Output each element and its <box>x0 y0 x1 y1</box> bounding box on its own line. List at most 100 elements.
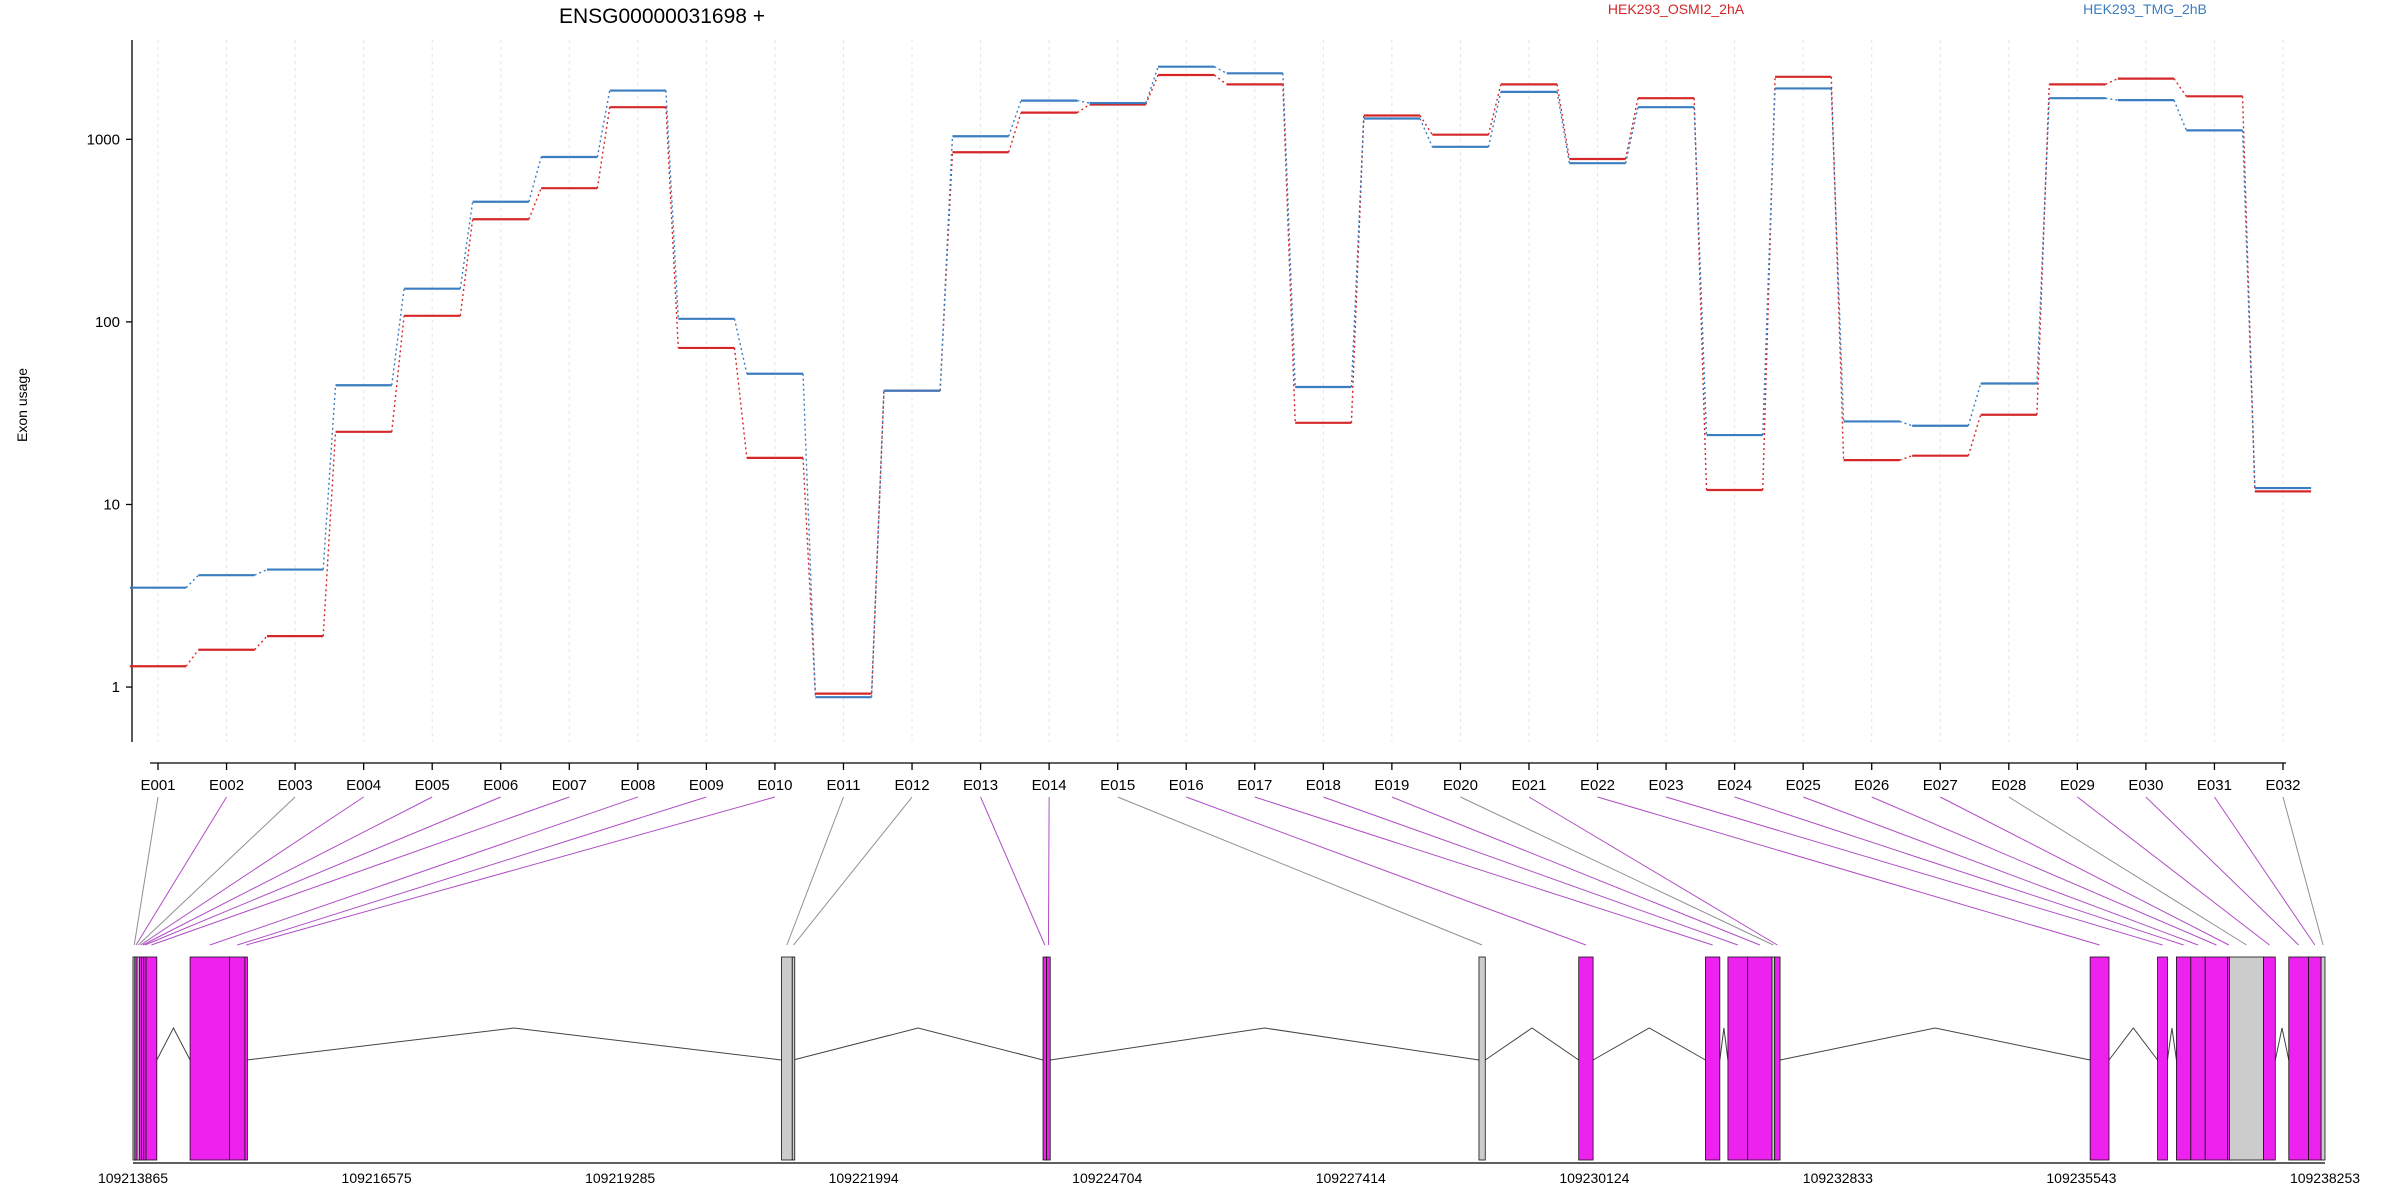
series-connector <box>2241 130 2256 489</box>
series-connector <box>802 373 817 698</box>
series-connector <box>870 390 885 698</box>
series-connector <box>528 187 542 220</box>
exon-label-E010: E010 <box>757 777 792 794</box>
intron <box>2108 1027 2158 1061</box>
exon-box-E031 <box>2308 956 2322 1161</box>
exon-connector-E002 <box>135 796 227 946</box>
exon-label-E028: E028 <box>1991 777 2026 794</box>
exon-label-E020: E020 <box>1443 777 1478 794</box>
exon-label-E027: E027 <box>1923 777 1958 794</box>
series-connector <box>596 107 611 189</box>
exon-box-E012 <box>791 956 796 1161</box>
genome-tick-label: 109216575 <box>342 1170 412 1186</box>
exon-label-E012: E012 <box>895 777 930 794</box>
series-connector <box>1076 103 1090 114</box>
y-axis: 1 10 100 1000 <box>87 40 133 742</box>
exon-connector-E030 <box>2145 796 2300 946</box>
exon-connector-E017 <box>1254 796 1713 946</box>
series-connector <box>1419 115 1433 136</box>
series-connector <box>185 649 200 667</box>
exon-connector-E015 <box>1117 796 1483 946</box>
exon-label-E016: E016 <box>1169 777 1204 794</box>
exon-label-E006: E006 <box>483 777 518 794</box>
exon-connector-E005 <box>142 796 433 946</box>
exon-connector-E003 <box>137 796 296 946</box>
exon-box-E015 <box>1478 956 1486 1161</box>
chart-title: ENSG00000031698 + <box>559 5 765 28</box>
exon-box-E022 <box>2089 956 2110 1161</box>
series-connector <box>2241 96 2256 492</box>
exon-label-E026: E026 <box>1854 777 1889 794</box>
exon-box-E026 <box>2204 956 2229 1161</box>
exon-connector-E027 <box>1940 796 2230 946</box>
genome-tick-label: 109227414 <box>1316 1170 1386 1186</box>
exon-box-E029 <box>2263 956 2276 1161</box>
legend-entry-series-a: HEK293_OSMI2_2hA <box>1608 1 1745 17</box>
exon-connector-E021 <box>1528 796 1778 946</box>
exon-connector-E007 <box>151 796 570 946</box>
series-connector <box>1762 88 1776 436</box>
series-connector <box>939 136 954 391</box>
exon-box-E032 <box>2320 956 2326 1161</box>
series-connector <box>2036 98 2050 384</box>
exon-connector-E031 <box>2214 796 2316 946</box>
exon-box-E009 <box>229 956 246 1161</box>
exon-label-E017: E017 <box>1237 777 1272 794</box>
intron <box>1719 1027 1729 1061</box>
vertical-gridlines <box>157 40 2284 742</box>
series-connector <box>2173 78 2187 97</box>
exon-label-E002: E002 <box>209 777 244 794</box>
exon-box-E018 <box>1727 956 1749 1161</box>
intron <box>2166 1027 2177 1061</box>
exon-connector-E025 <box>1802 796 2199 946</box>
exon-connector-E010 <box>246 796 776 946</box>
exon-box-E023 <box>2157 956 2168 1161</box>
y-tick-label: 10 <box>103 496 120 513</box>
series-connector <box>733 318 748 374</box>
series-connector <box>1830 88 1845 422</box>
gene-model <box>132 956 2326 1161</box>
exon-label-E005: E005 <box>415 777 450 794</box>
exon-box-E013 <box>1042 956 1048 1161</box>
exon-connector-E024 <box>1734 796 2184 946</box>
series-connector <box>1419 118 1433 148</box>
exon-box-E014 <box>1046 956 1051 1161</box>
series-connector <box>1145 66 1159 104</box>
exon-label-E018: E018 <box>1306 777 1341 794</box>
exon-connector-E004 <box>140 796 364 946</box>
exon-connector-E029 <box>2077 796 2270 946</box>
series-connector <box>322 431 337 637</box>
exon-box-E021 <box>1774 956 1781 1161</box>
series-connector <box>1213 74 1228 85</box>
exon-label-E001: E001 <box>140 777 175 794</box>
exon-label-E030: E030 <box>2128 777 2163 794</box>
series-connector <box>2036 84 2050 415</box>
exon-connector-E014 <box>1047 796 1050 946</box>
exon-connector-E006 <box>144 796 501 946</box>
series-connector <box>1008 112 1022 153</box>
exon-connector-E018 <box>1323 796 1738 946</box>
series-connector <box>459 201 474 289</box>
exon-label-E007: E007 <box>552 777 587 794</box>
y-tick-label: 100 <box>95 314 120 331</box>
exon-connector-E028 <box>2008 796 2247 946</box>
exon-label-E014: E014 <box>1032 777 1067 794</box>
series-connector <box>528 156 542 202</box>
exon-box-E020 <box>1771 956 1776 1161</box>
exon-label-E025: E025 <box>1786 777 1821 794</box>
intron <box>1050 1027 1480 1061</box>
exon-box-E024 <box>2176 956 2192 1161</box>
exon-connector-E013 <box>980 796 1046 946</box>
series-connector <box>1008 100 1022 137</box>
series-connector <box>1967 414 1982 456</box>
genome-tick-label: 109224704 <box>1072 1170 1142 1186</box>
exon-box-E028 <box>2229 956 2265 1161</box>
series-connector <box>1762 76 1776 491</box>
series-connector <box>1624 107 1639 164</box>
genome-tick-label: 109230124 <box>1559 1170 1629 1186</box>
series-connector <box>459 219 474 316</box>
exon-label-E031: E031 <box>2197 777 2232 794</box>
intron <box>246 1027 782 1061</box>
exon-label-E004: E004 <box>346 777 381 794</box>
